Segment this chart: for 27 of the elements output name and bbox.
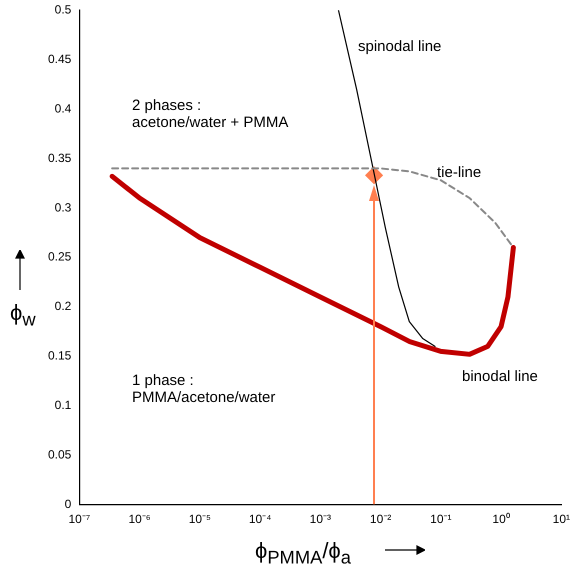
x-tick-label: 10⁰ — [492, 512, 510, 526]
annotation: spinodal line — [358, 38, 442, 55]
x-tick-label: 10⁻⁷ — [68, 512, 90, 526]
x-tick-label: 10⁻⁵ — [188, 512, 212, 526]
x-tick-label: 10⁻⁴ — [248, 512, 272, 526]
y-tick-label: 0.25 — [48, 250, 72, 264]
x-tick-label: 10⁻² — [370, 512, 392, 526]
x-tick-label: 10⁻⁶ — [128, 512, 151, 526]
annotation: 2 phases : acetone/water + PMMA — [132, 97, 288, 131]
y-axis-title: ϕ$_{w}$ — [10, 300, 36, 330]
x-tick-label: 10⁻¹ — [430, 512, 452, 526]
y-tick-label: 0.45 — [48, 52, 72, 66]
y-tick-label: 0.15 — [48, 348, 72, 363]
annotation: tie-line — [437, 164, 482, 181]
x-axis-title: ϕ$_{PMMA}$/ϕ$_{a}$ — [255, 538, 351, 568]
y-tick-label: 0.4 — [54, 101, 72, 116]
y-tick-label: 0 — [64, 496, 72, 511]
y-tick-label: 0.1 — [54, 398, 72, 412]
y-tick-label: 0.3 — [54, 200, 72, 214]
annotation: binodal line — [462, 368, 538, 385]
y-tick-label: 0.5 — [54, 2, 72, 17]
y-tick-label: 0.2 — [54, 299, 72, 314]
x-tick-label: 10¹ — [552, 512, 570, 526]
y-tick-label: 0.35 — [48, 150, 72, 165]
x-tick-label: 10⁻³ — [310, 512, 332, 526]
annotation: 1 phase : PMMA/acetone/water — [132, 372, 276, 406]
y-tick-label: 0.05 — [48, 447, 72, 462]
